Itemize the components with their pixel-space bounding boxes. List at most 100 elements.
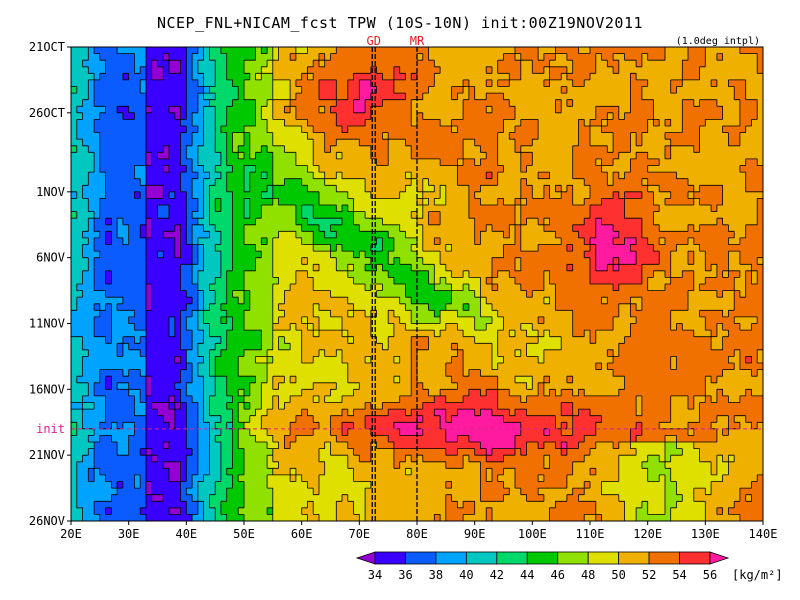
field-cell <box>203 277 210 285</box>
field-cell <box>353 152 360 160</box>
field-cell <box>463 251 470 259</box>
field-cell <box>365 152 372 160</box>
field-cell <box>393 132 401 140</box>
field-cell <box>88 99 95 107</box>
field-cell <box>728 277 735 285</box>
field-cell <box>532 93 539 101</box>
field-cell <box>532 119 539 127</box>
field-cell <box>751 251 758 259</box>
field-cell <box>428 237 435 246</box>
field-cell <box>307 277 314 285</box>
field-cell <box>699 106 706 114</box>
field-cell <box>411 211 418 219</box>
field-cell <box>393 73 401 81</box>
field-cell <box>359 66 366 74</box>
field-cell <box>192 284 199 292</box>
field-cell <box>486 158 493 167</box>
field-cell <box>428 264 435 272</box>
field-cell <box>445 66 453 74</box>
field-cell <box>117 132 124 140</box>
field-cell <box>209 257 216 265</box>
field-cell <box>393 257 401 265</box>
field-cell <box>353 126 360 134</box>
field-cell <box>739 231 747 239</box>
field-cell <box>705 284 712 292</box>
field-cell <box>636 231 643 239</box>
field-cell <box>515 132 522 140</box>
field-cell <box>578 251 585 259</box>
field-cell <box>174 224 182 232</box>
field-cell <box>318 224 326 232</box>
field-cell <box>532 251 539 259</box>
field-cell <box>549 139 556 147</box>
field-cell <box>491 218 499 226</box>
field-cell <box>261 231 268 239</box>
field-cell <box>491 79 499 88</box>
field-cell <box>197 132 205 140</box>
field-cell <box>249 231 257 239</box>
field-cell <box>232 237 239 246</box>
field-cell <box>509 297 516 305</box>
field-cell <box>451 158 458 167</box>
field-cell <box>244 251 251 259</box>
field-cell <box>272 277 280 285</box>
field-cell <box>174 211 182 219</box>
field-cell <box>249 316 257 325</box>
field-cell <box>370 198 378 206</box>
field-cell <box>365 244 372 252</box>
field-cell <box>226 119 234 127</box>
field-cell <box>128 185 136 193</box>
field-cell <box>117 224 124 232</box>
field-cell <box>636 224 643 232</box>
field-cell <box>405 93 412 101</box>
field-cell <box>572 86 580 94</box>
field-cell <box>566 112 574 121</box>
field-cell <box>174 277 182 285</box>
field-cell <box>595 165 603 173</box>
field-cell <box>555 231 562 239</box>
field-cell <box>451 178 458 186</box>
field-cell <box>601 145 608 153</box>
field-cell <box>659 198 666 206</box>
field-cell <box>313 231 320 239</box>
field-cell <box>653 297 660 305</box>
field-cell <box>405 224 412 232</box>
field-cell <box>751 53 758 61</box>
field-cell <box>595 112 603 121</box>
field-cell <box>117 172 124 180</box>
field-cell <box>82 119 89 127</box>
field-cell <box>555 66 562 74</box>
field-cell <box>249 211 257 219</box>
field-cell <box>572 251 580 259</box>
field-cell <box>134 284 141 292</box>
field-cell <box>307 284 314 292</box>
field-cell <box>486 73 493 81</box>
field-cell <box>532 47 539 55</box>
field-cell <box>393 205 401 213</box>
field-cell <box>434 191 441 200</box>
field-cell <box>543 185 551 193</box>
field-cell <box>261 99 268 107</box>
field-cell <box>705 126 712 134</box>
field-cell <box>88 60 95 68</box>
field-cell <box>618 244 626 252</box>
field-cell <box>590 73 597 81</box>
field-cell <box>284 224 291 232</box>
field-cell <box>122 152 130 160</box>
field-cell <box>82 139 89 147</box>
field-cell <box>174 172 182 180</box>
field-cell <box>290 73 297 81</box>
field-cell <box>734 165 741 173</box>
field-cell <box>249 126 257 134</box>
field-cell <box>543 86 551 94</box>
field-cell <box>370 86 378 94</box>
field-cell <box>382 178 389 186</box>
field-cell <box>174 165 182 173</box>
field-cell <box>370 93 378 101</box>
field-cell <box>693 165 701 173</box>
field-cell <box>307 270 314 279</box>
field-cell <box>174 264 182 272</box>
field-cell <box>607 211 614 219</box>
field-cell <box>376 79 383 88</box>
field-cell <box>716 257 724 265</box>
